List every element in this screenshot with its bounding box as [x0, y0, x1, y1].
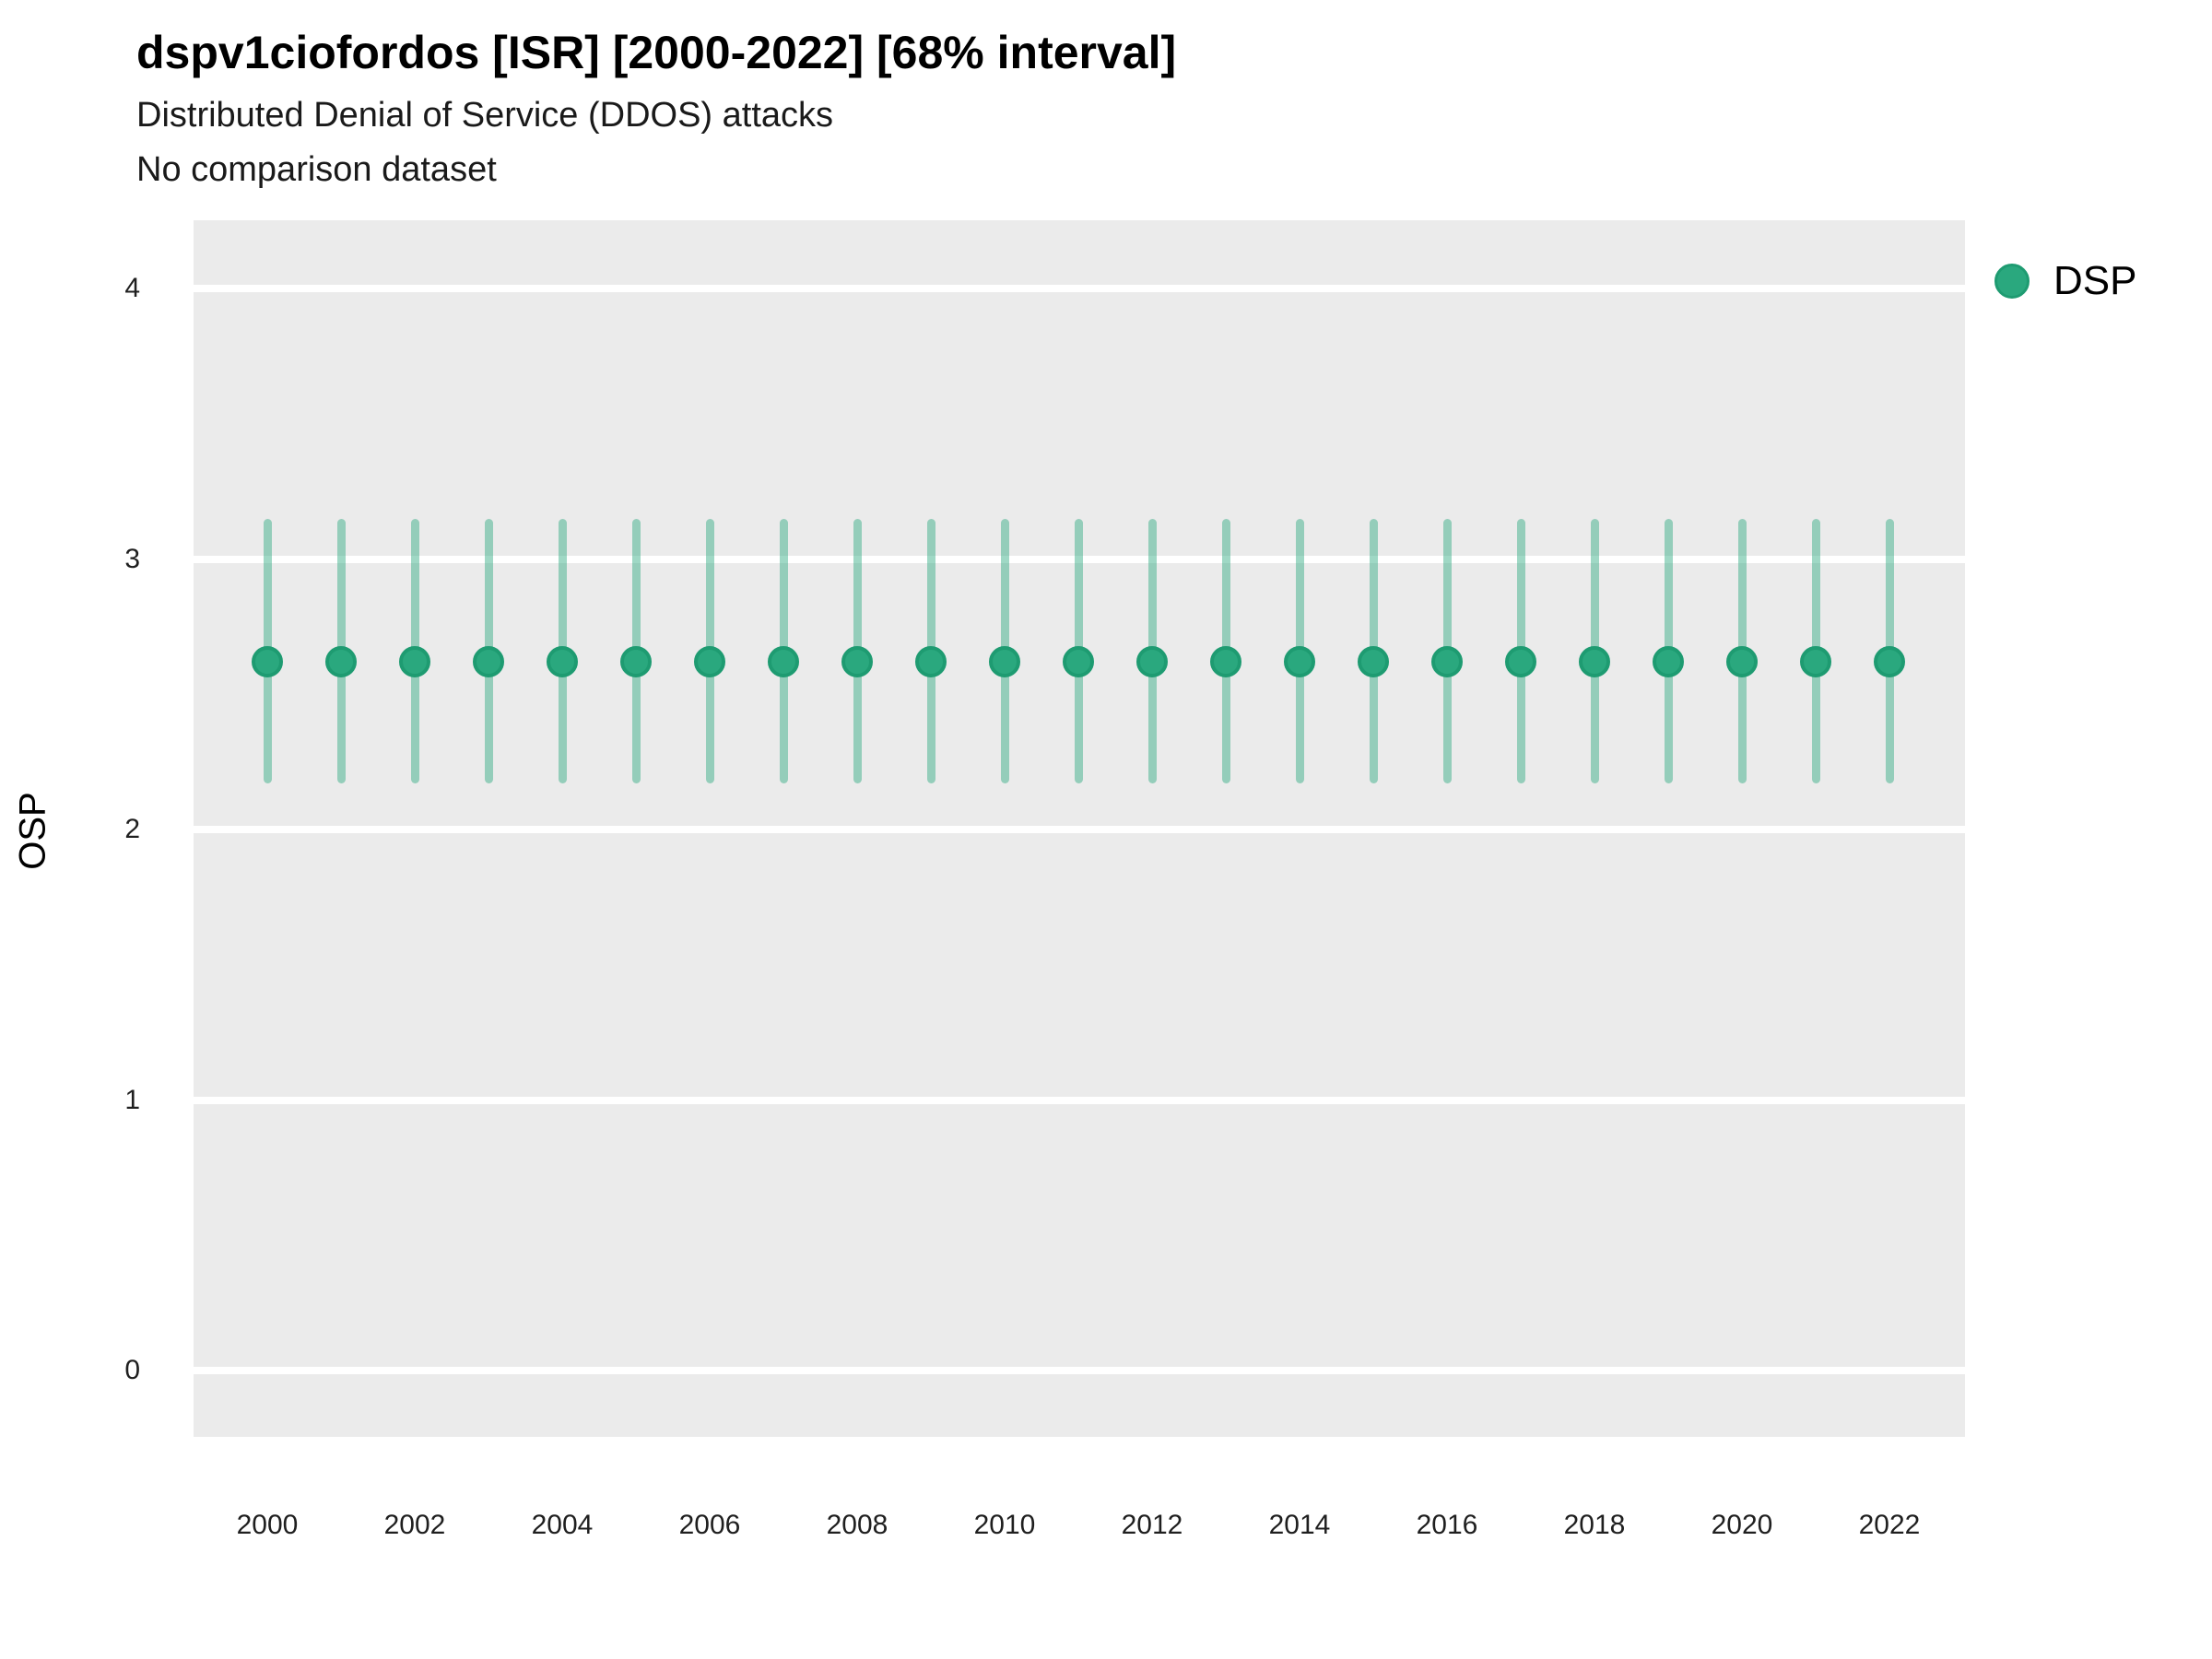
y-tick-label-4: 4	[124, 273, 140, 304]
chart-subtitle: Distributed Denial of Service (DDOS) att…	[136, 96, 834, 135]
gridline-y-4	[194, 285, 1965, 293]
point-estimate-2018	[1579, 646, 1610, 678]
x-tick-label-2002: 2002	[383, 1510, 446, 1540]
y-tick-label-3: 3	[124, 543, 140, 574]
y-axis-title: OSP	[12, 792, 53, 870]
point-estimate-2012	[1136, 646, 1168, 678]
x-tick-label-2000: 2000	[236, 1510, 299, 1540]
x-tick-label-2018: 2018	[1563, 1510, 1626, 1540]
point-estimate-2020	[1726, 646, 1758, 678]
point-estimate-2019	[1653, 646, 1684, 678]
chart-title: dspv1ciofordos [ISR] [2000-2022] [68% in…	[136, 27, 1177, 78]
point-estimate-2006	[694, 646, 725, 678]
point-estimate-2013	[1210, 646, 1241, 678]
legend: DSP	[1994, 258, 2136, 304]
point-estimate-2002	[399, 646, 430, 678]
x-tick-label-2008: 2008	[826, 1510, 888, 1540]
point-estimate-2015	[1358, 646, 1389, 678]
x-tick-label-2010: 2010	[973, 1510, 1036, 1540]
point-estimate-2009	[915, 646, 947, 678]
x-tick-label-2016: 2016	[1416, 1510, 1478, 1540]
point-estimate-2011	[1063, 646, 1094, 678]
comparison-note: No comparison dataset	[136, 150, 497, 189]
x-tick-label-2006: 2006	[678, 1510, 741, 1540]
legend-point-icon	[1994, 264, 2030, 299]
point-estimate-2016	[1431, 646, 1463, 678]
x-tick-label-2020: 2020	[1711, 1510, 1773, 1540]
point-estimate-2022	[1874, 646, 1905, 678]
point-estimate-2005	[620, 646, 652, 678]
point-estimate-2021	[1800, 646, 1831, 678]
gridline-y-3	[194, 555, 1965, 563]
y-tick-label-2: 2	[124, 814, 140, 845]
point-estimate-2014	[1284, 646, 1315, 678]
point-estimate-2003	[473, 646, 504, 678]
point-estimate-2001	[325, 646, 357, 678]
x-tick-label-2014: 2014	[1268, 1510, 1331, 1540]
gridline-y-0	[194, 1367, 1965, 1374]
point-estimate-2008	[841, 646, 873, 678]
gridline-y-1	[194, 1096, 1965, 1104]
point-estimate-2004	[547, 646, 578, 678]
y-tick-label-1: 1	[124, 1084, 140, 1115]
x-tick-label-2022: 2022	[1858, 1510, 1921, 1540]
x-tick-label-2012: 2012	[1121, 1510, 1183, 1540]
gridline-y-2	[194, 826, 1965, 834]
point-estimate-2007	[768, 646, 799, 678]
point-estimate-2000	[252, 646, 283, 678]
legend-label: DSP	[2053, 258, 2137, 303]
x-tick-label-2004: 2004	[531, 1510, 594, 1540]
y-tick-label-0: 0	[124, 1355, 140, 1385]
point-estimate-2010	[989, 646, 1020, 678]
plot-panel	[194, 220, 1965, 1437]
point-estimate-2017	[1505, 646, 1536, 678]
